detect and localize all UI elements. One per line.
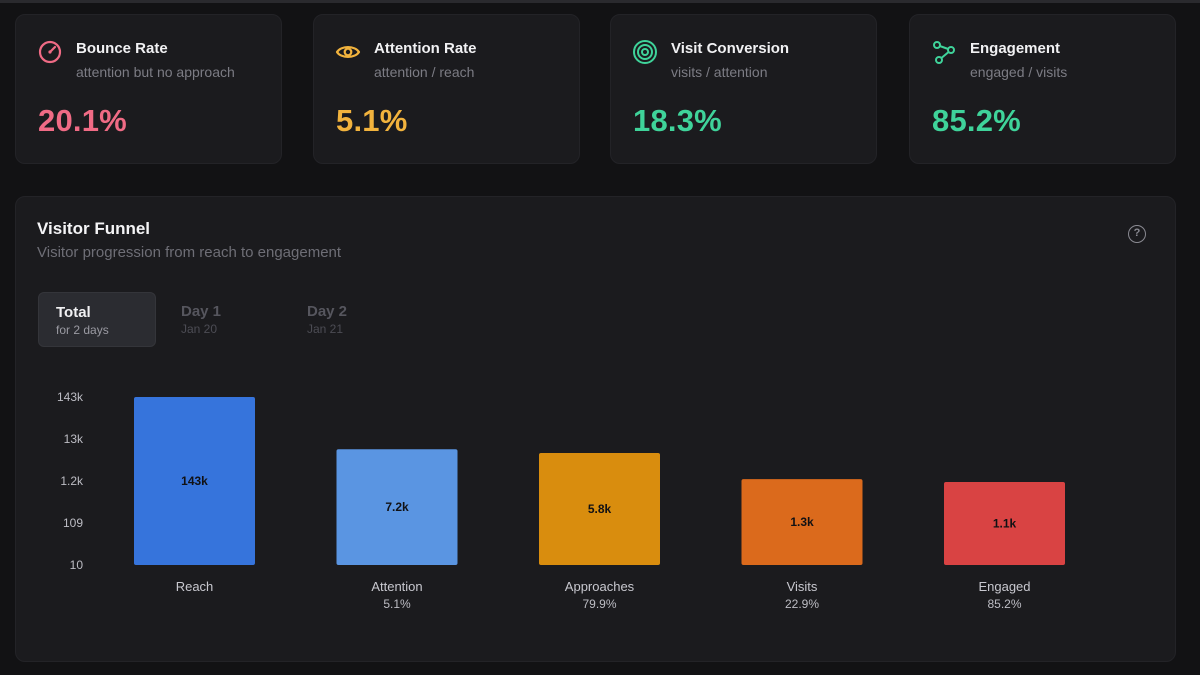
target-icon	[633, 40, 657, 64]
visitor-funnel-panel: Visitor Funnel Visitor progression from …	[15, 196, 1176, 662]
gauge-icon	[38, 40, 62, 64]
funnel-chart: 143k 13k 1.2k 109 10 143k Reach 7.2k Attention 5.…	[57, 390, 1065, 611]
tab-sublabel: Jan 21	[307, 322, 344, 336]
kpi-value: 5.1%	[336, 103, 408, 138]
kpi-subtitle: attention but no approach	[76, 64, 235, 80]
kpi-title: Visit Conversion	[671, 40, 790, 57]
y-tick-label: 13k	[64, 432, 84, 446]
funnel-bar	[944, 482, 1065, 565]
y-tick-label: 1.2k	[60, 474, 84, 488]
tab-sublabel: Jan 20	[181, 322, 218, 336]
tab-day-1[interactable]: Day 1 Jan 20	[164, 292, 282, 347]
kpi-value: 20.1%	[38, 103, 127, 138]
window-top-border	[0, 0, 1200, 3]
kpi-card-engagement: Engagement engaged / visits 85.2%	[909, 14, 1176, 164]
kpi-card-visit-conversion: Visit Conversion visits / attention 18.3…	[610, 14, 877, 164]
help-circle-icon[interactable]: ?	[1128, 225, 1146, 243]
tab-label: Day 1	[181, 303, 222, 320]
kpi-cards: Bounce Rate attention but no approach 20…	[15, 14, 1176, 164]
y-tick-label: 109	[63, 516, 83, 530]
kpi-subtitle: visits / attention	[671, 64, 768, 80]
y-tick-label: 143k	[57, 390, 84, 404]
category-label: Reach	[176, 579, 214, 594]
tab-day-2[interactable]: Day 2 Jan 21	[290, 292, 408, 347]
conversion-rate-label: 22.9%	[785, 597, 819, 611]
share-nodes-icon	[933, 41, 955, 64]
conversion-rate-label: 5.1%	[383, 597, 411, 611]
tab-total[interactable]: Total for 2 days	[38, 292, 156, 347]
category-label: Attention	[371, 579, 422, 594]
bar-value-label: 5.8k	[588, 502, 612, 516]
funnel-bar	[134, 397, 255, 565]
tab-label: Total	[56, 304, 91, 321]
conversion-rate-label: 79.9%	[582, 597, 616, 611]
kpi-subtitle: attention / reach	[374, 64, 475, 80]
kpi-title: Bounce Rate	[76, 40, 168, 57]
category-label: Engaged	[978, 579, 1030, 594]
funnel-bar	[336, 449, 458, 565]
kpi-title: Attention Rate	[374, 40, 477, 57]
panel-title: Visitor Funnel	[37, 219, 151, 238]
bar-value-label: 7.2k	[385, 500, 409, 514]
tab-sublabel: for 2 days	[56, 323, 109, 337]
category-label: Visits	[787, 579, 818, 594]
bar-value-label: 1.3k	[790, 515, 814, 529]
bar-value-label: 1.1k	[993, 517, 1017, 531]
conversion-rate-label: 85.2%	[987, 597, 1021, 611]
tab-label: Day 2	[307, 303, 348, 320]
kpi-card-attention-rate: Attention Rate attention / reach 5.1%	[313, 14, 580, 164]
kpi-value: 85.2%	[932, 103, 1021, 138]
kpi-title: Engagement	[970, 40, 1061, 57]
bar-value-label: 143k	[181, 474, 208, 488]
panel-subtitle: Visitor progression from reach to engage…	[37, 244, 342, 261]
category-label: Approaches	[565, 579, 635, 594]
kpi-subtitle: engaged / visits	[970, 64, 1068, 80]
funnel-bar	[741, 479, 863, 565]
kpi-value: 18.3%	[633, 103, 722, 138]
y-tick-label: 10	[70, 558, 84, 572]
eye-icon	[335, 46, 361, 58]
funnel-bar	[539, 452, 660, 565]
kpi-card-bounce-rate: Bounce Rate attention but no approach 20…	[15, 14, 282, 164]
